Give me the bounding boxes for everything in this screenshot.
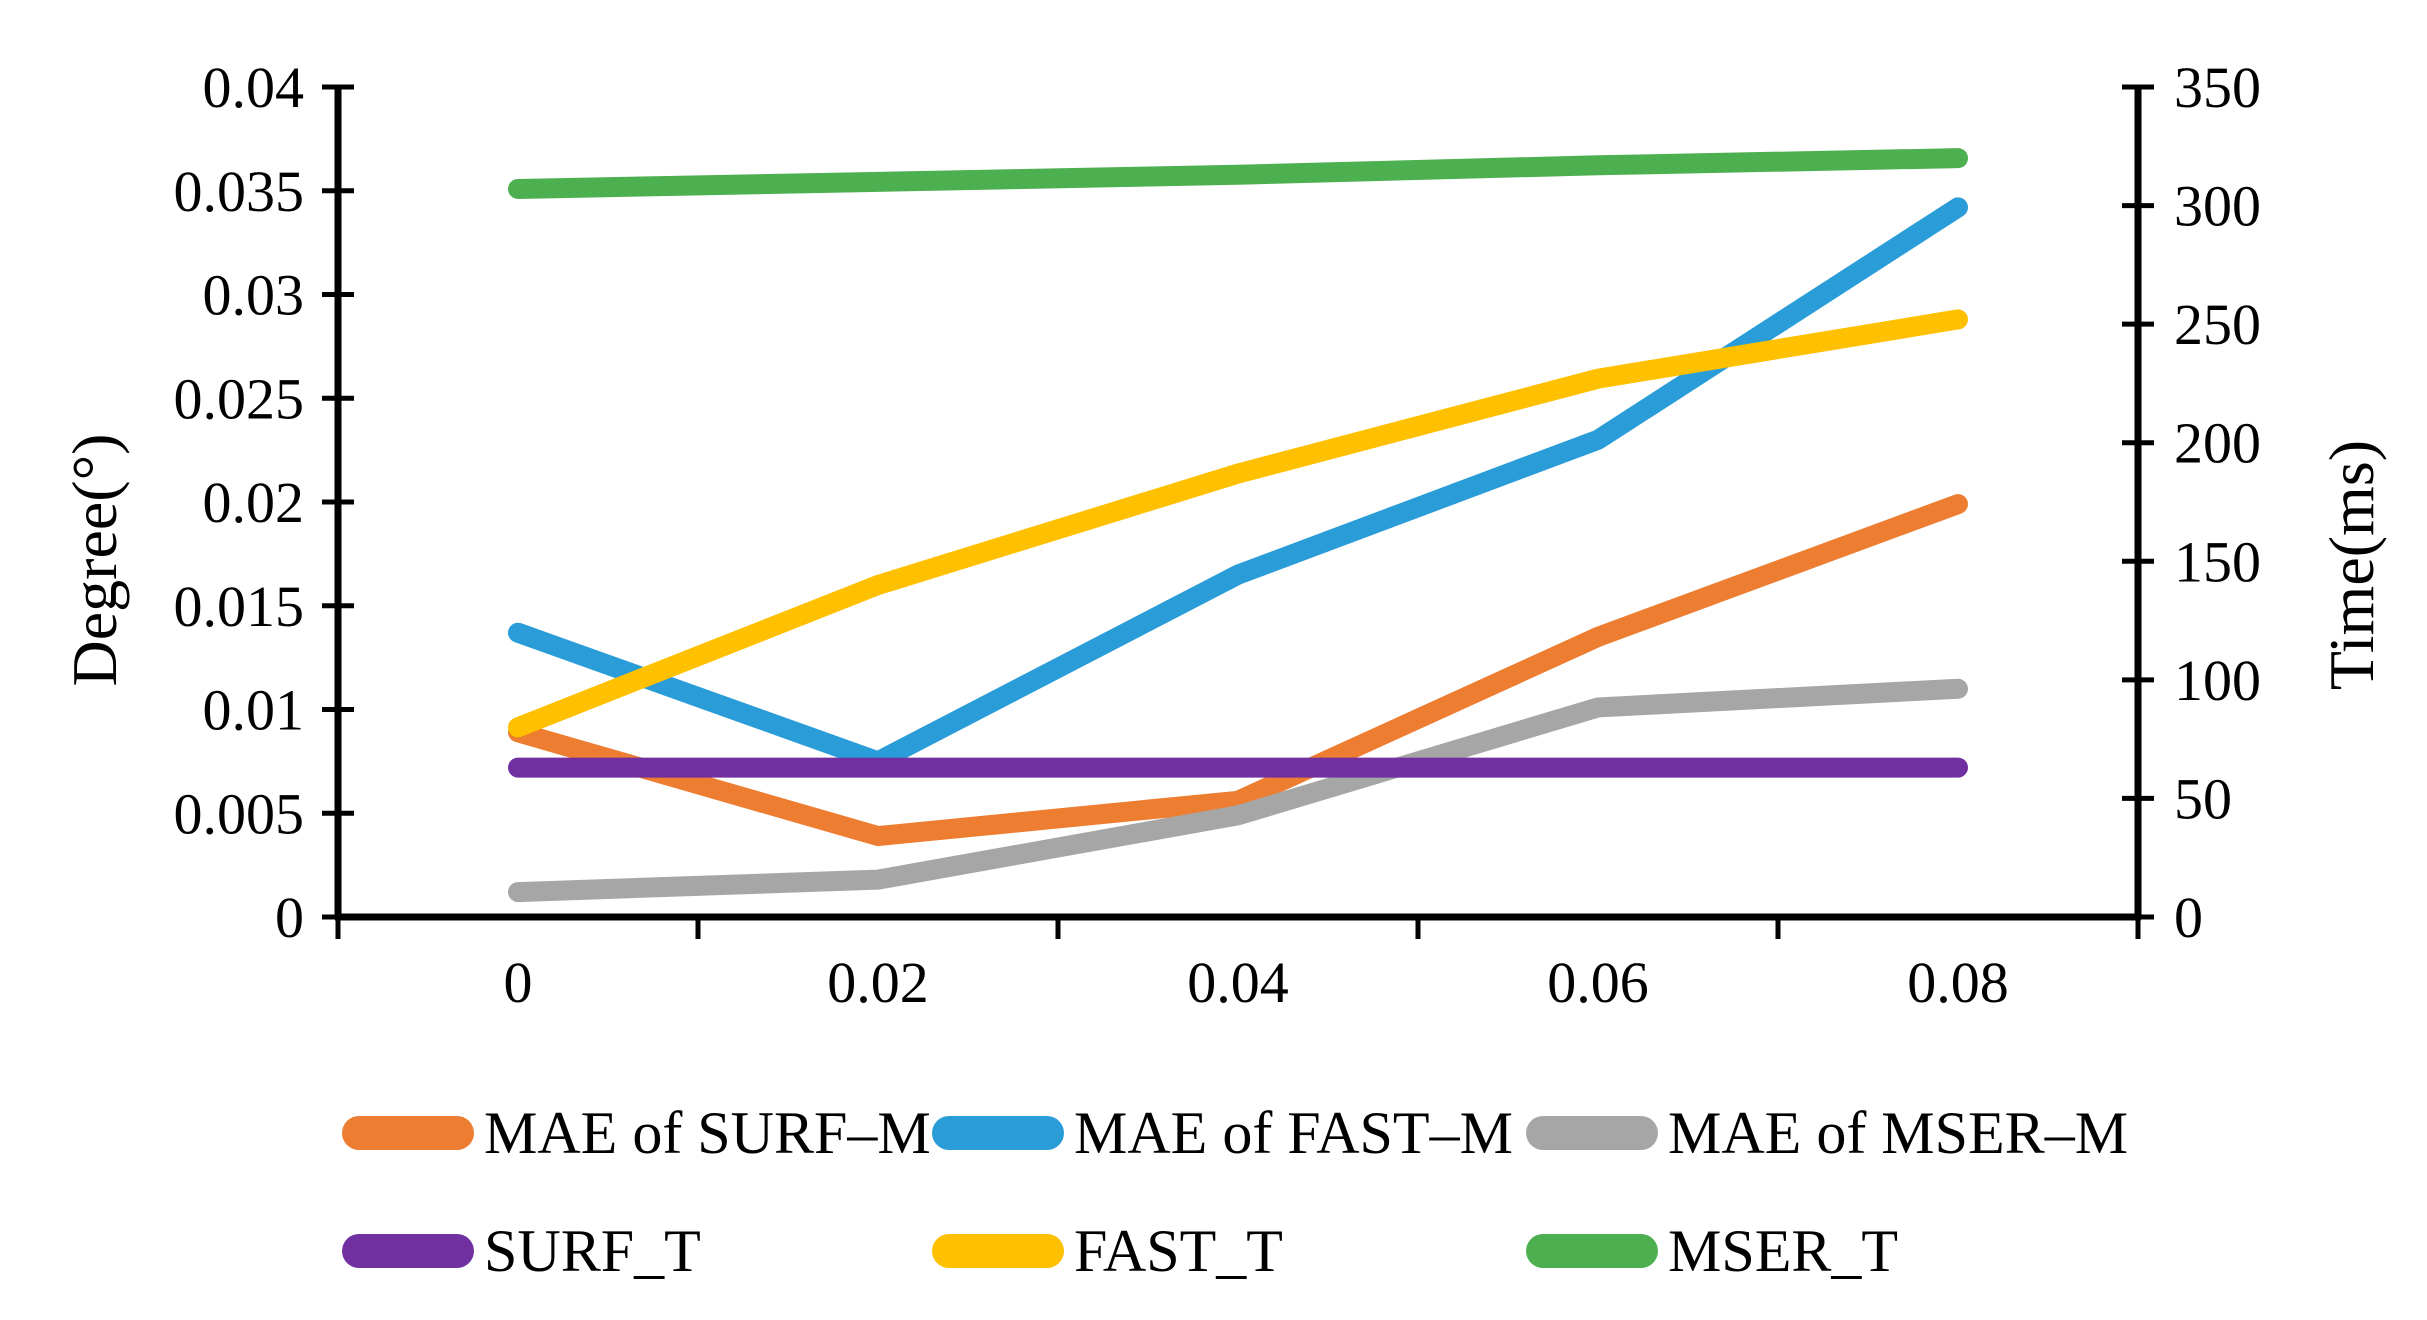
x-axis-tick-label: 0.08 [1907, 950, 2009, 1015]
right-axis-tick-label: 350 [2174, 55, 2261, 120]
legend-item-mae-of-mser-m: MAE of MSER–M [1526, 1100, 2128, 1166]
legend-item-fast-t: FAST_T [932, 1218, 1283, 1284]
series-line-fast-t [508, 309, 1968, 738]
x-axis-tick-label: 0 [504, 950, 533, 1015]
legend-label: FAST_T [1074, 1217, 1283, 1284]
left-axis-title: Degree(°) [59, 433, 130, 687]
legend-swatch-icon [932, 1116, 1064, 1150]
left-axis-tick-label: 0.035 [174, 159, 305, 224]
series-line-mae-of-surf-m [508, 494, 1968, 847]
series-line-mae-of-fast-m [508, 197, 1968, 772]
legend-label: MAE of FAST–M [1074, 1099, 1513, 1166]
left-axis-tick-label: 0.04 [203, 55, 305, 120]
x-axis-tick-label: 0.02 [827, 950, 929, 1015]
legend-item-mae-of-surf-m: MAE of SURF–M [342, 1100, 931, 1166]
right-axis-tick-label: 300 [2174, 174, 2261, 239]
right-axis-tick-label: 50 [2174, 766, 2232, 831]
x-axis-tick-label: 0.06 [1547, 950, 1649, 1015]
legend-label: SURF_T [484, 1217, 701, 1284]
right-axis-tick-label: 200 [2174, 411, 2261, 476]
legend-swatch-icon [1526, 1234, 1658, 1268]
right-axis-title: Time(ms) [2316, 439, 2387, 691]
series-line-mae-of-mser-m [508, 678, 1968, 903]
left-axis-tick-label: 0.02 [203, 470, 305, 535]
legend-swatch-icon [342, 1116, 474, 1150]
x-axis-tick-label: 0.04 [1187, 950, 1289, 1015]
legend-swatch-icon [932, 1234, 1064, 1268]
right-axis-tick-label: 100 [2174, 648, 2261, 713]
legend-swatch-icon [1526, 1116, 1658, 1150]
left-axis-tick-label: 0.025 [174, 366, 305, 431]
legend-item-mser-t: MSER_T [1526, 1218, 1898, 1284]
legend-label: MSER_T [1668, 1217, 1899, 1284]
legend-label: MAE of MSER–M [1668, 1099, 2129, 1166]
legend-swatch-icon [342, 1234, 474, 1268]
left-axis-tick-label: 0 [275, 885, 304, 950]
legend-label: MAE of SURF–M [484, 1099, 931, 1166]
right-axis-tick-label: 250 [2174, 292, 2261, 357]
left-axis-tick-label: 0.015 [174, 574, 305, 639]
legend-item-surf-t: SURF_T [342, 1218, 701, 1284]
right-axis-tick-label: 0 [2174, 885, 2203, 950]
right-axis-tick-label: 150 [2174, 529, 2261, 594]
left-axis-tick-label: 0.01 [203, 678, 305, 743]
series-line-mser-t [508, 148, 1968, 199]
left-axis-tick-label: 0.03 [203, 263, 305, 328]
left-axis-tick-label: 0.005 [174, 781, 305, 846]
legend-item-mae-of-fast-m: MAE of FAST–M [932, 1100, 1513, 1166]
